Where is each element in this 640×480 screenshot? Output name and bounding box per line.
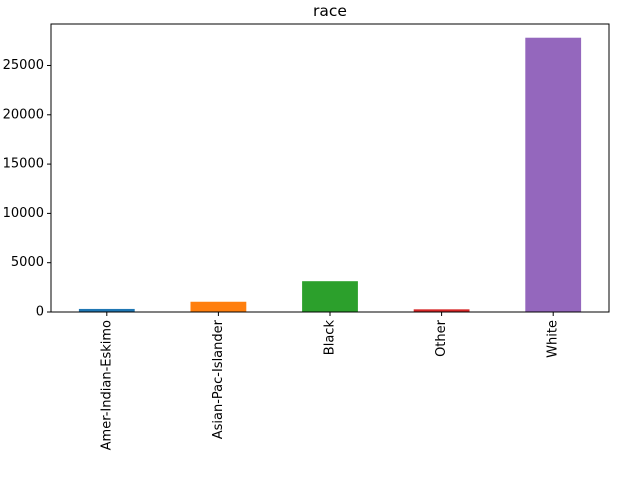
y-tick-label: 15000 <box>3 157 44 172</box>
x-tick-label: Asian-Pac-Islander <box>211 319 226 439</box>
bar-black <box>302 281 358 312</box>
y-tick-label: 10000 <box>3 206 44 221</box>
x-axis: Amer-Indian-Eskimo Asian-Pac-Islander Blac… <box>99 312 561 450</box>
x-tick-label: Other <box>434 319 449 357</box>
bar-other <box>413 309 470 312</box>
plot-frame <box>50 23 610 313</box>
x-tick-label: Amer-Indian-Eskimo <box>99 320 114 450</box>
x-tick-label: White <box>546 320 561 358</box>
bar-white <box>525 37 582 313</box>
chart-title: race <box>313 2 347 20</box>
y-tick-label: 5000 <box>11 255 44 270</box>
y-tick-label: 25000 <box>3 58 44 73</box>
y-tick-label: 0 <box>36 305 44 320</box>
bar-asian-pac-islander <box>190 301 247 312</box>
y-tick-label: 20000 <box>3 107 44 122</box>
x-tick-label: Black <box>323 320 338 356</box>
bars-group <box>78 37 582 313</box>
y-axis: 0 5000 10000 15000 20000 25000 <box>3 58 51 320</box>
bar-amer-indian-eskimo <box>78 308 135 312</box>
